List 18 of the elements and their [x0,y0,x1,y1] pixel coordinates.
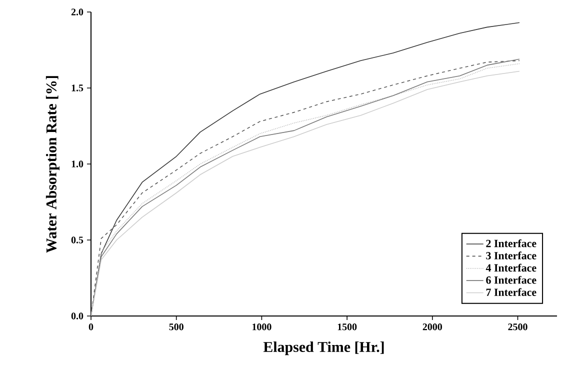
x-tick-label: 2500 [508,324,528,330]
y-tick-label: 0.5 [71,236,84,244]
y-axis-title: Water Absorption Rate [%] [46,76,60,253]
x-tick-label: 2000 [422,324,442,330]
x-tick-label: 1500 [338,324,357,330]
x-tick-label: 0 [88,324,94,330]
x-axis-title: Elapsed Time [Hr.] [263,342,384,356]
x-tick-label: 1000 [252,324,272,330]
y-tick-label: 2.0 [71,8,84,16]
legend-label: 7 Interface [486,288,536,296]
y-tick-label: 0.0 [71,312,84,320]
legend-label: 6 Interface [486,276,536,284]
legend-label: 2 Interface [486,239,536,248]
legend-label: 4 Interface [486,264,536,272]
legend-label: 3 Interface [486,252,536,260]
y-tick-label: 1.5 [72,84,84,92]
x-tick-label: 500 [169,324,184,330]
y-tick-label: 1.0 [72,160,84,168]
